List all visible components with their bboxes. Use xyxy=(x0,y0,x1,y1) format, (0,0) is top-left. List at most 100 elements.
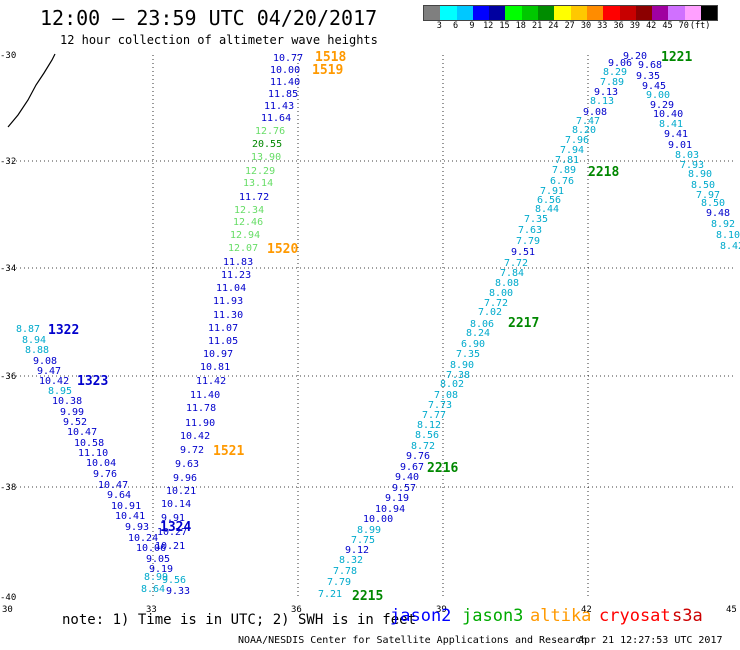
swh-reading: 7.94 xyxy=(560,145,584,156)
swh-reading: 8.87 xyxy=(16,324,40,335)
swh-reading: 11.05 xyxy=(208,336,238,347)
legend-swatch xyxy=(424,6,441,20)
legend-label: (ft) xyxy=(689,21,711,31)
swh-reading: 8.42 xyxy=(720,241,740,252)
swh-reading: 11.40 xyxy=(190,390,220,401)
swh-reading: 9.29 xyxy=(650,100,674,111)
swh-reading: 7.63 xyxy=(518,225,542,236)
swh-reading: 11.78 xyxy=(186,403,216,414)
swh-reading: 9.52 xyxy=(63,417,87,428)
page-title: 12:00 – 23:59 UTC 04/20/2017 xyxy=(40,6,378,30)
swh-reading: 9.12 xyxy=(345,545,369,556)
swh-reading: 8.24 xyxy=(466,328,490,339)
swh-reading: 7.02 xyxy=(478,307,502,318)
swh-reading: 7.73 xyxy=(428,400,452,411)
footer-timestamp: Apr 21 12:27:53 UTC 2017 xyxy=(578,635,723,646)
pass-time-label: 2218 xyxy=(588,165,619,180)
legend-label: 30 xyxy=(580,21,592,31)
swh-reading: 8.90 xyxy=(450,360,474,371)
swh-readings: 10.7710.0011.4011.8511.4311.6412.7620.55… xyxy=(16,51,740,600)
lon-tick-label: 36 xyxy=(291,605,302,615)
swh-reading: 9.01 xyxy=(668,140,692,151)
swh-reading: 9.41 xyxy=(664,129,688,140)
swh-reading: 7.93 xyxy=(680,160,704,171)
swh-reading: 11.10 xyxy=(78,448,108,459)
swh-reading: 12.46 xyxy=(233,217,263,228)
swh-reading: 7.35 xyxy=(524,214,548,225)
swh-reading: 9.76 xyxy=(93,469,117,480)
pass-time-label: 1521 xyxy=(213,444,244,459)
swh-reading: 8.32 xyxy=(339,555,363,566)
legend-swatch xyxy=(440,6,457,20)
swh-reading: 7.35 xyxy=(456,349,480,360)
swh-reading: 7.77 xyxy=(422,410,446,421)
pass-time-label: 1324 xyxy=(160,520,191,535)
swh-reading: 7.21 xyxy=(318,589,342,600)
swh-reading: 10.14 xyxy=(161,499,191,510)
swh-reading: 10.91 xyxy=(111,501,141,512)
pass-time-label: 1519 xyxy=(312,63,343,78)
swh-reading: 10.40 xyxy=(653,109,683,120)
lon-tick-label: 45 xyxy=(726,605,737,615)
swh-reading: 8.72 xyxy=(411,441,435,452)
swh-reading: 11.43 xyxy=(264,101,294,112)
legend-swatch xyxy=(652,6,669,20)
swh-reading: 9.05 xyxy=(146,554,170,565)
swh-reading: 8.12 xyxy=(417,420,441,431)
swh-reading: 7.47 xyxy=(576,116,600,127)
pass-time-label: 1520 xyxy=(267,242,298,257)
lon-tick-label: 33 xyxy=(146,605,157,615)
legend-swatch xyxy=(603,6,620,20)
swh-reading: 11.90 xyxy=(185,418,215,429)
swh-reading: 8.02 xyxy=(440,379,464,390)
swh-reading: 7.72 xyxy=(484,298,508,309)
swh-reading: 11.85 xyxy=(268,89,298,100)
lat-tick-label: -40 xyxy=(0,593,16,603)
color-legend xyxy=(423,5,719,21)
swh-reading: 7.81 xyxy=(555,155,579,166)
swh-reading: 10.97 xyxy=(203,349,233,360)
swh-reading: 10.06 xyxy=(136,543,166,554)
swh-reading: 9.96 xyxy=(173,473,197,484)
swh-reading: 11.93 xyxy=(213,296,243,307)
lon-tick-label: 39 xyxy=(436,605,447,615)
lat-tick-label: -30 xyxy=(0,51,16,61)
legend-swatch xyxy=(472,6,490,20)
swh-reading: 10.47 xyxy=(98,480,128,491)
legend-swatch xyxy=(635,6,653,20)
swh-reading: 7.89 xyxy=(600,77,624,88)
legend-label: 18 xyxy=(515,21,526,31)
swh-reading: 8.88 xyxy=(25,345,49,356)
pass-time-label: 1221 xyxy=(661,50,692,65)
swh-reading: 7.89 xyxy=(552,165,576,176)
swh-reading: 7.78 xyxy=(333,566,357,577)
lon-tick-label: 30 xyxy=(2,605,13,615)
swh-reading: 8.29 xyxy=(603,67,627,78)
legend-swatch xyxy=(619,6,636,20)
swh-reading: 7.08 xyxy=(434,390,458,401)
swh-reading: 11.64 xyxy=(261,113,291,124)
legend-swatch xyxy=(701,6,718,20)
legend-swatch xyxy=(668,6,685,20)
swh-reading: 9.67 xyxy=(400,462,424,473)
lat-tick-label: -38 xyxy=(0,483,16,493)
legend-label: 45 xyxy=(662,21,673,31)
swh-reading: 10.21 xyxy=(166,486,196,497)
swh-reading: 10.04 xyxy=(86,458,116,469)
swh-reading: 9.48 xyxy=(706,208,730,219)
swh-reading: 13.14 xyxy=(243,178,273,189)
legend-swatch xyxy=(684,6,702,20)
swh-reading: 11.23 xyxy=(221,270,251,281)
swh-reading: 9.45 xyxy=(642,81,666,92)
swh-reading: 10.58 xyxy=(74,438,104,449)
swh-reading: 8.20 xyxy=(572,125,596,136)
pass-time-label: 1322 xyxy=(48,323,79,338)
swh-reading: 8.95 xyxy=(48,386,72,397)
swh-reading: 7.97 xyxy=(696,190,720,201)
swh-reading: 7.91 xyxy=(540,186,564,197)
swh-reading: 7.79 xyxy=(327,577,351,588)
satellite-cryosat-label: cryosat xyxy=(599,606,671,626)
legend-swatch xyxy=(538,6,555,20)
